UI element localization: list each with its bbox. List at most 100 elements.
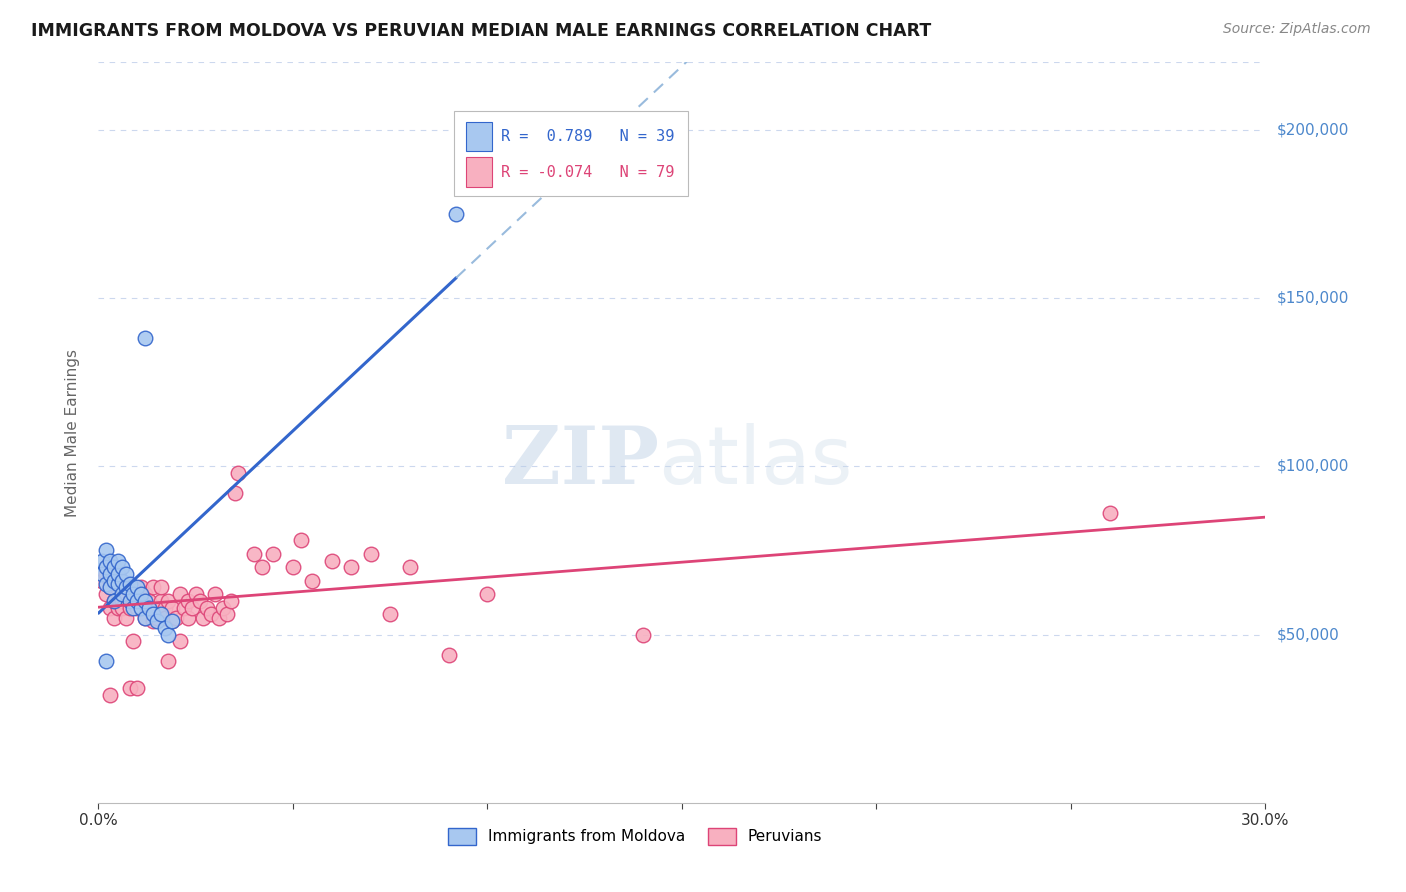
Point xyxy=(446,207,468,221)
Point xyxy=(146,614,169,628)
Point xyxy=(98,553,121,567)
Point xyxy=(118,594,141,608)
Point xyxy=(127,581,149,595)
Point xyxy=(631,627,654,641)
Point xyxy=(208,610,231,624)
Point xyxy=(138,600,160,615)
Point xyxy=(301,574,323,588)
Point xyxy=(153,621,176,635)
Point xyxy=(340,560,363,574)
Point xyxy=(127,594,149,608)
Point xyxy=(111,600,134,615)
Point xyxy=(250,560,273,574)
Point xyxy=(118,594,141,608)
Point xyxy=(118,577,141,591)
Point xyxy=(138,594,160,608)
Point xyxy=(103,610,125,624)
Text: R =  0.789   N = 39: R = 0.789 N = 39 xyxy=(501,129,675,144)
Point xyxy=(360,547,382,561)
Point xyxy=(111,574,134,588)
Point xyxy=(118,681,141,696)
Point xyxy=(129,587,152,601)
Text: $50,000: $50,000 xyxy=(1277,627,1340,642)
Point xyxy=(281,560,304,574)
Point xyxy=(107,566,129,581)
Point xyxy=(114,566,136,581)
Point xyxy=(138,600,160,615)
Point xyxy=(127,681,149,696)
Point xyxy=(122,581,145,595)
Text: $200,000: $200,000 xyxy=(1277,122,1348,137)
Point xyxy=(437,648,460,662)
Bar xyxy=(465,121,492,152)
Point xyxy=(142,581,165,595)
Point xyxy=(96,566,118,581)
Point xyxy=(184,587,207,601)
Text: Source: ZipAtlas.com: Source: ZipAtlas.com xyxy=(1223,22,1371,37)
Point xyxy=(96,577,118,591)
Point xyxy=(103,581,125,595)
Point xyxy=(96,560,118,574)
Point xyxy=(149,594,172,608)
Point xyxy=(96,543,118,558)
Point xyxy=(114,610,136,624)
Point xyxy=(111,587,134,601)
Point xyxy=(134,610,156,624)
Point xyxy=(111,560,134,574)
Point xyxy=(127,587,149,601)
Point xyxy=(122,634,145,648)
Point xyxy=(134,587,156,601)
Point xyxy=(290,533,312,548)
Point xyxy=(398,560,420,574)
Point xyxy=(157,655,180,669)
Point xyxy=(107,600,129,615)
Point xyxy=(215,607,238,622)
Point xyxy=(262,547,284,561)
Point xyxy=(114,581,136,595)
Point xyxy=(219,594,242,608)
Point xyxy=(98,688,121,702)
Point xyxy=(129,581,152,595)
Point xyxy=(149,581,172,595)
Point xyxy=(107,553,129,567)
Point xyxy=(129,600,152,615)
Point xyxy=(96,587,118,601)
Point xyxy=(98,600,121,615)
Point xyxy=(142,614,165,628)
Point xyxy=(114,581,136,595)
Point xyxy=(129,600,152,615)
Point xyxy=(98,581,121,595)
Point xyxy=(114,587,136,601)
Point xyxy=(134,594,156,608)
Point xyxy=(98,566,121,581)
Legend: Immigrants from Moldova, Peruvians: Immigrants from Moldova, Peruvians xyxy=(441,822,828,851)
Point xyxy=(127,600,149,615)
Point xyxy=(111,581,134,595)
Point xyxy=(321,553,343,567)
Point xyxy=(107,577,129,591)
Point xyxy=(188,594,211,608)
Point xyxy=(162,614,184,628)
Point xyxy=(224,486,246,500)
Text: $100,000: $100,000 xyxy=(1277,458,1348,474)
Point xyxy=(118,600,141,615)
Point xyxy=(477,587,499,601)
Point xyxy=(134,610,156,624)
Point xyxy=(153,600,176,615)
Point xyxy=(165,610,187,624)
Point xyxy=(204,587,226,601)
Text: ZIP: ZIP xyxy=(502,423,658,501)
Point xyxy=(96,655,118,669)
Point xyxy=(103,594,125,608)
Point xyxy=(103,574,125,588)
Point xyxy=(107,587,129,601)
Point xyxy=(111,594,134,608)
Text: R = -0.074   N = 79: R = -0.074 N = 79 xyxy=(501,164,675,179)
Point xyxy=(153,610,176,624)
Point xyxy=(149,607,172,622)
Text: atlas: atlas xyxy=(658,423,853,501)
Point xyxy=(162,600,184,615)
Point xyxy=(142,607,165,622)
Point xyxy=(122,587,145,601)
Point xyxy=(169,587,191,601)
